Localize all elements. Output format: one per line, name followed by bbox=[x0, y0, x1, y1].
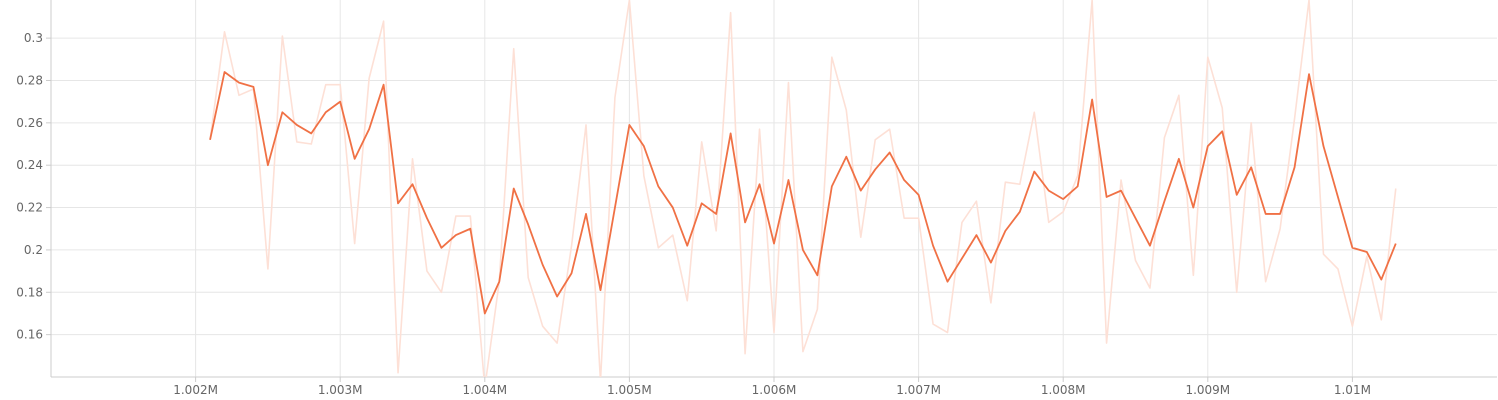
x-tick-label: 1.008M bbox=[1041, 383, 1086, 397]
y-tick-label: 0.16 bbox=[16, 328, 43, 342]
x-tick-label: 1.009M bbox=[1185, 383, 1230, 397]
y-tick-label: 0.26 bbox=[16, 116, 43, 130]
y-tick-labels: 0.16 0.18 0.2 0.22 0.24 0.26 0.28 0.3 bbox=[16, 31, 43, 342]
y-tick-label: 0.3 bbox=[24, 31, 43, 45]
x-tick-label: 1.007M bbox=[896, 383, 941, 397]
x-tick-label: 1.01M bbox=[1334, 383, 1371, 397]
x-tick-label: 1.003M bbox=[318, 383, 363, 397]
x-tick-label: 1.005M bbox=[607, 383, 652, 397]
x-tick-label: 1.004M bbox=[462, 383, 507, 397]
y-tick-label: 0.2 bbox=[24, 243, 43, 257]
raw-series-line bbox=[209, 0, 1397, 377]
smoothed-series-line bbox=[209, 71, 1397, 315]
y-tick-label: 0.22 bbox=[16, 201, 43, 215]
x-tick-label: 1.006M bbox=[752, 383, 797, 397]
x-tick-label: 1.002M bbox=[173, 383, 218, 397]
y-tick-label: 0.28 bbox=[16, 73, 43, 87]
x-tick-labels: 1.002M 1.003M 1.004M 1.005M 1.006M 1.007M 1.00… bbox=[173, 383, 1371, 397]
y-tick-label: 0.24 bbox=[16, 158, 43, 172]
y-tick-label: 0.18 bbox=[16, 285, 43, 299]
plot-area bbox=[209, 0, 1397, 377]
